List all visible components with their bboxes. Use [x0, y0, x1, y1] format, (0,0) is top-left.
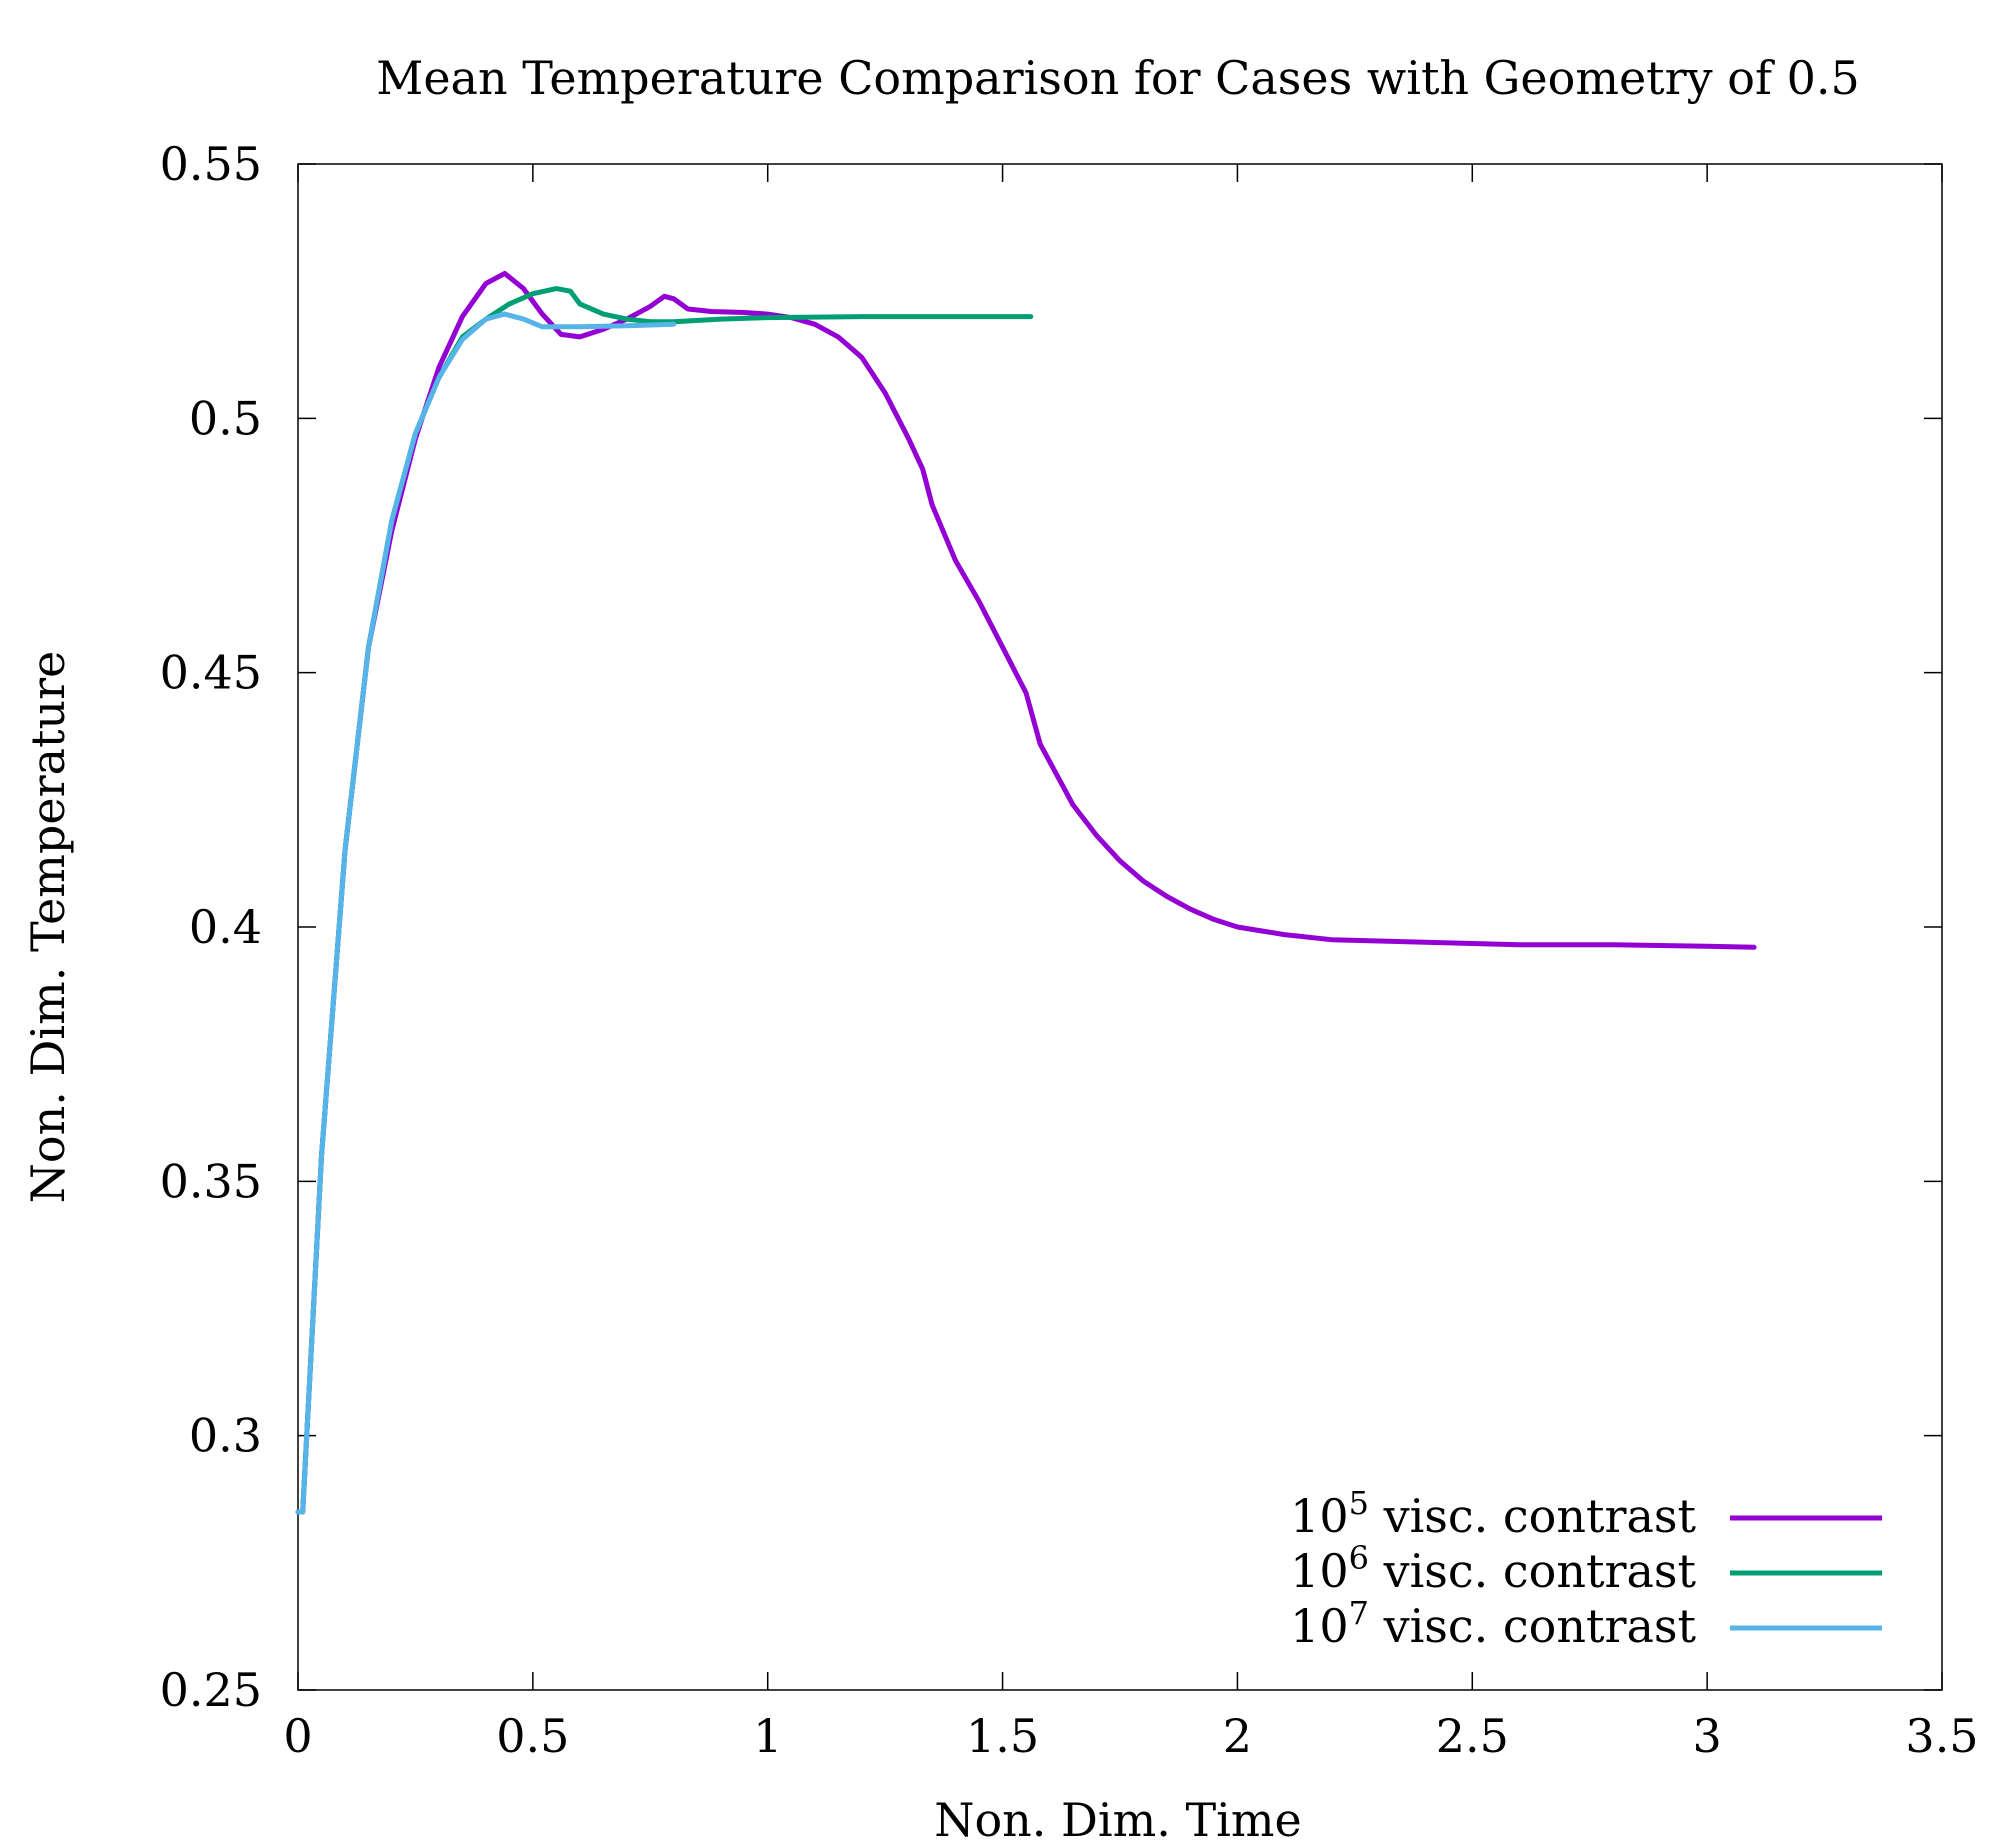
plot-frame [297, 163, 1943, 1691]
y-tick-label: 0.55 [160, 137, 262, 191]
y-axis-label: Non. Dim. Temperature [21, 651, 75, 1204]
legend-text: visc. contrast [1369, 1544, 1697, 1598]
y-tick-label: 0.35 [160, 1154, 262, 1208]
x-tick-label: 2.5 [1436, 1709, 1509, 1763]
legend-text: visc. contrast [1369, 1599, 1697, 1653]
x-tick-label: 0.5 [496, 1709, 569, 1763]
legend-exponent: 6 [1349, 1539, 1369, 1577]
legend-label-3: 107 visc. contrast [1290, 1594, 1696, 1653]
legend-label-1: 105 visc. contrast [1290, 1484, 1696, 1543]
x-tick-label: 1 [753, 1709, 782, 1763]
x-axis: 0 0.5 1 1.5 2 2.5 3 3.5 [283, 164, 1979, 1763]
chart-title: Mean Temperature Comparison for Cases wi… [376, 51, 1860, 105]
legend-label-2: 106 visc. contrast [1290, 1539, 1696, 1598]
y-tick-label: 0.4 [189, 900, 262, 954]
series-line-3 [295, 311, 677, 1515]
x-tick-label: 0 [283, 1709, 312, 1763]
legend-exponent: 5 [1349, 1484, 1369, 1522]
y-tick-label: 0.45 [160, 646, 262, 700]
x-axis-label: Non. Dim. Time [934, 1793, 1302, 1843]
x-tick-label: 1.5 [966, 1709, 1039, 1763]
x-tick-label: 3.5 [1905, 1709, 1978, 1763]
x-tick-label: 3 [1693, 1709, 1722, 1763]
y-tick-label: 0.25 [160, 1663, 262, 1717]
series-line-1 [295, 270, 1757, 1515]
legend-base: 10 [1290, 1544, 1349, 1598]
y-axis: 0.25 0.3 0.35 0.4 0.45 0.5 0.55 [160, 137, 1942, 1717]
x-tick-label: 2 [1223, 1709, 1252, 1763]
y-tick-label: 0.5 [189, 391, 262, 445]
y-tick-label: 0.3 [189, 1409, 262, 1463]
legend-base: 10 [1290, 1599, 1349, 1653]
legend-base: 10 [1290, 1489, 1349, 1543]
legend-exponent: 7 [1349, 1594, 1369, 1632]
series-layer [295, 270, 1757, 1515]
legend-text: visc. contrast [1369, 1489, 1697, 1543]
